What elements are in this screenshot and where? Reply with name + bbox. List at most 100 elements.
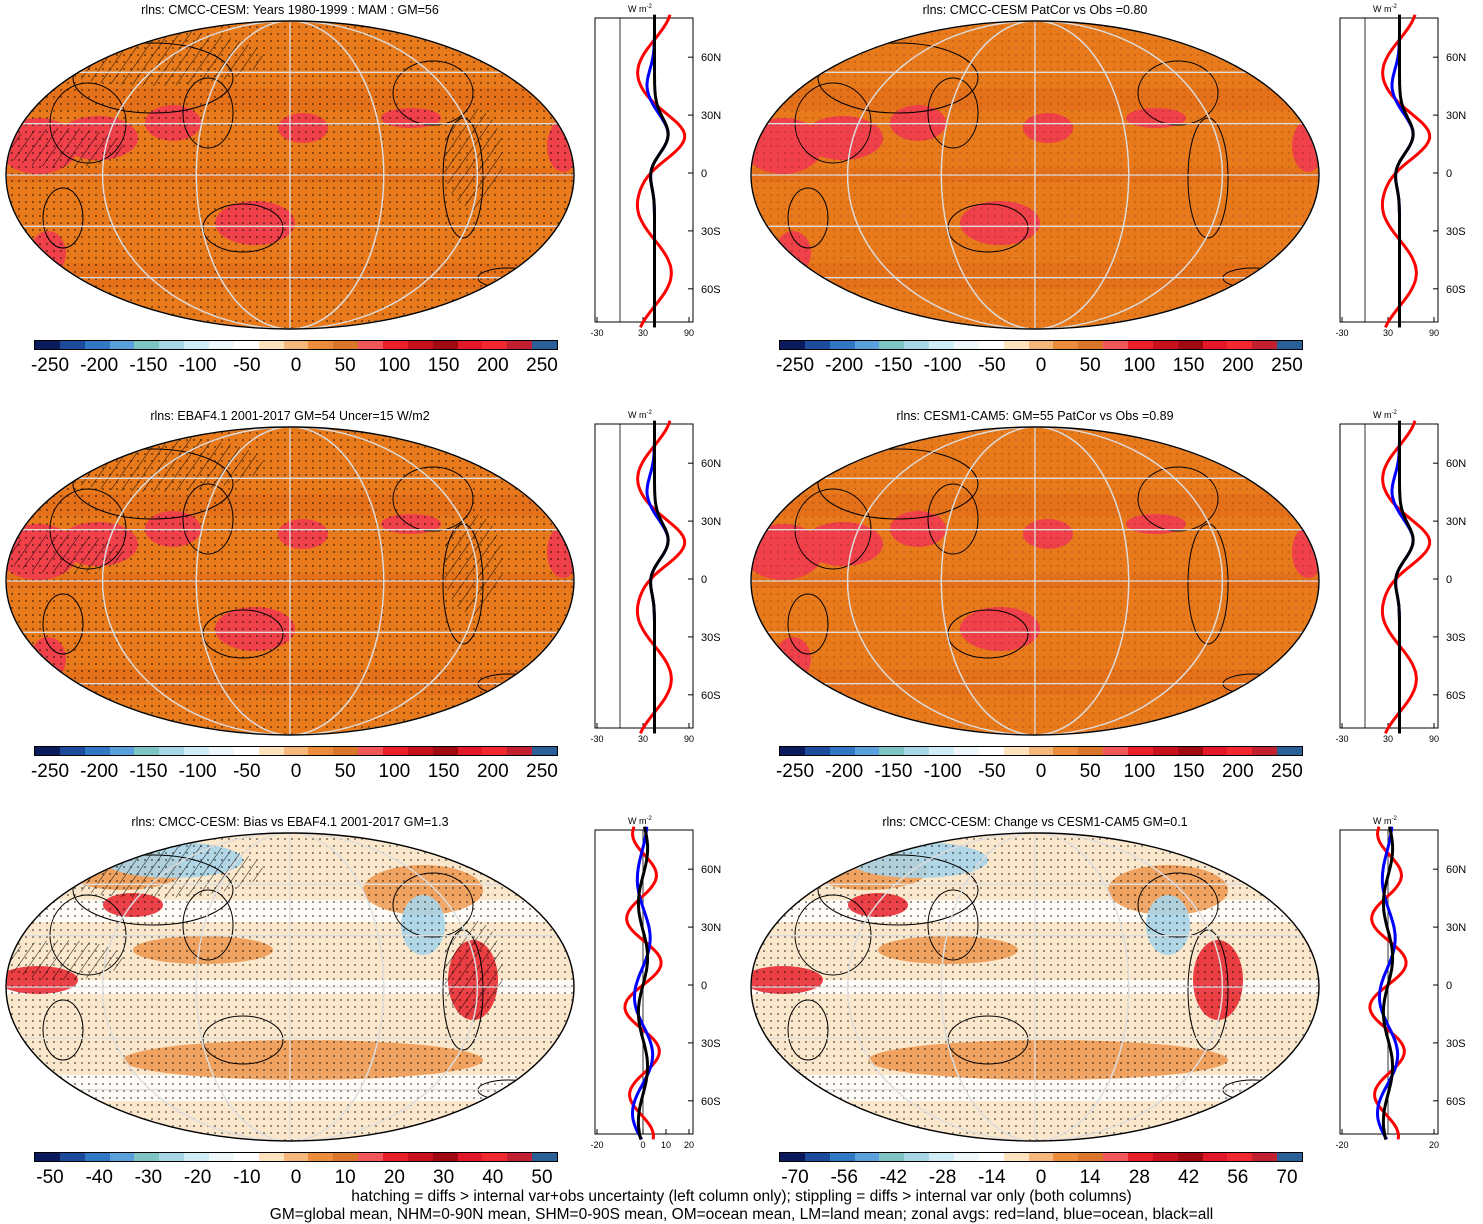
coastline — [202, 609, 284, 659]
lat-tick-label: 30S — [701, 1038, 721, 1050]
colorbar-swatch — [1152, 747, 1178, 755]
colorbar-swatch — [1177, 341, 1203, 349]
colorbar-swatch — [780, 747, 805, 755]
colorbar-swatch — [233, 1153, 259, 1161]
colorbar-labels: -250 -200 -150 -100 -50 0 50 100 150 200… — [14, 761, 578, 785]
lat-tick-label: 0 — [1446, 980, 1452, 992]
colorbar — [34, 1152, 558, 1162]
x-tick-label: 30 — [1383, 734, 1393, 744]
colorbar — [34, 746, 558, 756]
cbar-label: -50 — [233, 355, 261, 376]
hatching — [443, 920, 503, 1020]
colorbar-swatch — [308, 1153, 334, 1161]
coastline — [42, 593, 84, 655]
hatching — [443, 514, 503, 614]
colorbar-swatch — [407, 341, 433, 349]
colorbar-swatch — [1152, 1153, 1178, 1161]
cbar-label: -100 — [178, 761, 217, 782]
colorbar-swatch — [482, 747, 508, 755]
unit-label: W m-2 — [1373, 816, 1397, 826]
colorbar-swatch — [59, 341, 85, 349]
colorbar-swatch — [233, 341, 259, 349]
coastline — [817, 854, 979, 926]
colorbar-swatch — [333, 341, 359, 349]
x-tick-label: 10 — [661, 1140, 671, 1150]
cbar-label: -30 — [134, 1167, 163, 1188]
panel-cesm1-cam5: rlns: CESM1-CAM5: GM=55 PatCor vs Obs =0… — [745, 406, 1483, 812]
coastline — [72, 448, 234, 520]
colorbar-labels: -50 -40 -30 -20 -10 0 10 20 30 40 50 — [14, 1167, 578, 1191]
cbar-label: 70 — [1276, 1167, 1298, 1188]
world-map — [750, 426, 1320, 736]
colorbar-swatch — [407, 1153, 433, 1161]
coastline — [787, 999, 829, 1061]
cbar-label: 100 — [378, 355, 411, 376]
colorbar-swatch — [1103, 341, 1129, 349]
colorbar-swatch — [35, 747, 60, 755]
coastline — [817, 448, 979, 520]
zonal-mean-plot: W m-2 60N 30N 0 30S 60S -30 30 90 — [590, 4, 721, 338]
colorbar-swatch — [432, 747, 458, 755]
zonal-all-line — [649, 420, 670, 734]
cbar-label: -50 — [978, 761, 1006, 782]
colorbar-swatch — [283, 747, 309, 755]
coastline — [49, 488, 127, 570]
coastline — [947, 1015, 1029, 1065]
x-tick-label: 90 — [1429, 328, 1439, 338]
lat-tick-label: 30S — [1446, 226, 1466, 238]
x-tick-label: -30 — [1335, 734, 1348, 744]
colorbar-swatch — [457, 1153, 483, 1161]
hatching — [6, 534, 123, 574]
cbar-label: -250 — [775, 761, 815, 782]
cbar-label: -100 — [923, 355, 962, 376]
colorbar-swatch — [780, 1153, 805, 1161]
x-tick-label: 90 — [1429, 734, 1439, 744]
cbar-label: 56 — [1227, 1167, 1249, 1188]
cbar-label: 200 — [1221, 355, 1254, 376]
map-border — [5, 832, 575, 1142]
unit-label: W m-2 — [628, 4, 652, 14]
cbar-label: 40 — [482, 1167, 504, 1188]
cbar-label: -50 — [233, 761, 261, 782]
zonal-mean-plot: W m-2 60N 30N 0 30S 60S -20 0 10 20 — [590, 816, 721, 1150]
map-title: rlns: CMCC-CESM PatCor vs Obs =0.80 — [922, 3, 1148, 17]
cbar-label: 10 — [334, 1167, 356, 1188]
colorbar-swatch — [954, 341, 979, 349]
colorbar-swatch — [829, 1153, 855, 1161]
cbar-label: 28 — [1128, 1167, 1150, 1188]
hatching — [443, 108, 503, 208]
world-map — [5, 426, 575, 736]
colorbar-swatch — [358, 341, 384, 349]
x-tick-label: 90 — [684, 328, 694, 338]
colorbar-swatch — [1078, 341, 1104, 349]
coastline — [202, 1015, 284, 1065]
map-title: rlns: CESM1-CAM5: GM=55 PatCor vs Obs =0… — [896, 409, 1174, 423]
colorbar-swatch — [507, 1153, 533, 1161]
cbar-label: -42 — [879, 1167, 908, 1188]
coastline — [392, 60, 474, 126]
colorbar-swatch — [159, 747, 185, 755]
hatching — [6, 128, 123, 168]
map-border — [750, 20, 1320, 330]
colorbar-swatch — [507, 341, 533, 349]
colorbar-swatch — [929, 1153, 955, 1161]
colorbar-swatch — [1277, 1153, 1303, 1161]
zonal-ocean-line — [1375, 826, 1400, 1141]
colorbar-swatch — [1202, 747, 1228, 755]
colorbar-swatch — [929, 747, 955, 755]
colorbar-swatch — [879, 341, 905, 349]
longitude-gridline — [101, 427, 479, 735]
colorbar-swatch — [1202, 341, 1228, 349]
cbar-label: -100 — [178, 355, 217, 376]
cbar-label: 0 — [290, 1167, 302, 1188]
lat-tick-label: 60S — [1446, 284, 1466, 296]
cbar-label: 200 — [1221, 761, 1254, 782]
cbar-label: 0 — [1035, 355, 1047, 376]
zonal-all-line — [1381, 826, 1395, 1140]
hatching — [43, 30, 263, 86]
colorbar-swatch — [35, 1153, 60, 1161]
panel-change-vs-cesm1: rlns: CMCC-CESM: Change vs CESM1-CAM5 GM… — [745, 812, 1483, 1218]
x-tick-label: 30 — [638, 734, 648, 744]
colorbar-swatch — [184, 1153, 210, 1161]
cbar-label: 150 — [1172, 761, 1205, 782]
